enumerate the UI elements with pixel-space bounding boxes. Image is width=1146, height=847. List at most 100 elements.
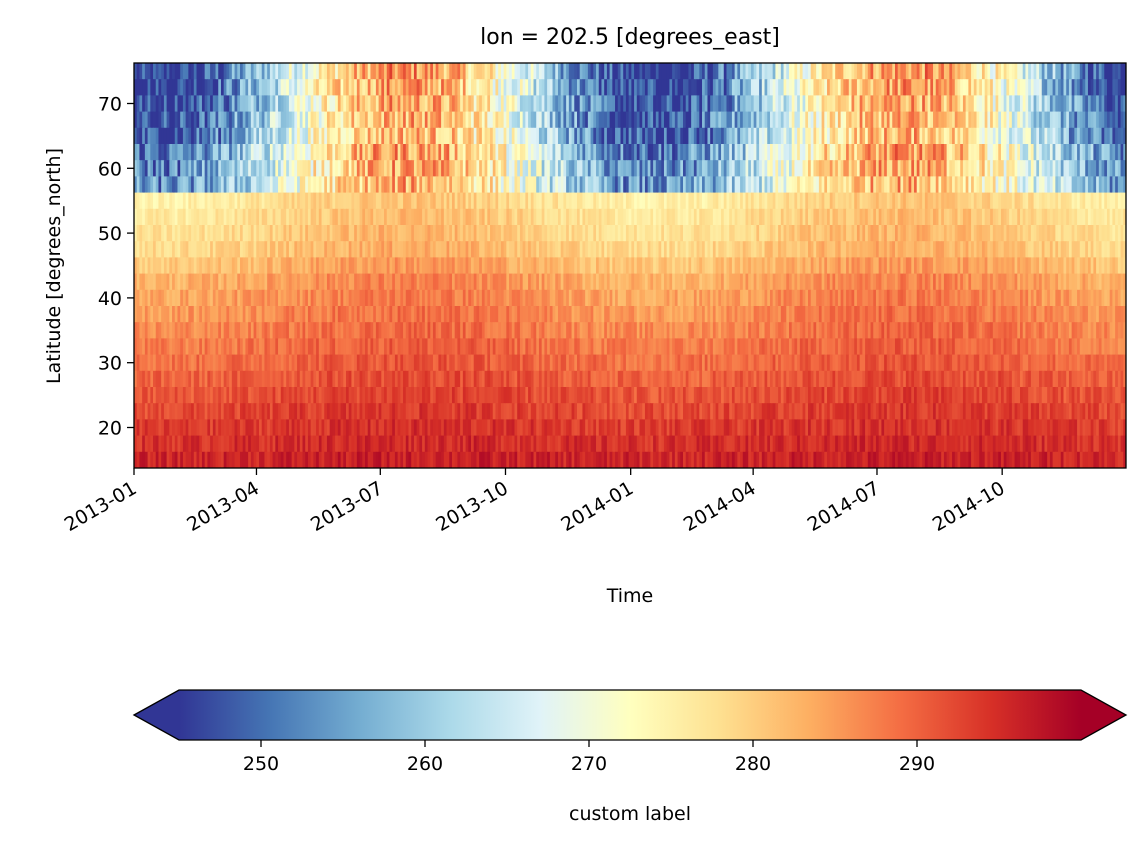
heatmap-cell: [1087, 144, 1092, 161]
heatmap-cell: [207, 144, 211, 161]
heatmap-cell: [1077, 225, 1081, 242]
heatmap-cell: [924, 208, 929, 226]
heatmap-cell: [702, 208, 706, 226]
heatmap-cell: [601, 111, 605, 129]
heatmap-cell: [468, 225, 472, 242]
heatmap-cell: [631, 79, 635, 96]
heatmap-cell: [952, 225, 956, 242]
heatmap-cell: [337, 208, 342, 226]
heatmap-cell: [628, 63, 632, 80]
heatmap-cell: [1044, 111, 1048, 129]
heatmap-cell: [778, 95, 782, 113]
heatmap-cell: [234, 63, 238, 80]
heatmap-cell: [237, 79, 241, 96]
heatmap-cell: [674, 111, 679, 129]
heatmap-cell: [582, 273, 586, 291]
heatmap-cell: [403, 79, 407, 96]
heatmap-cell: [764, 225, 768, 242]
heatmap-cell: [359, 208, 363, 226]
heatmap-cell: [1098, 160, 1103, 177]
heatmap-cell: [509, 79, 513, 96]
heatmap-cell: [454, 225, 459, 242]
heatmap-cell: [476, 160, 480, 177]
heatmap-cell: [954, 225, 959, 242]
heatmap-cell: [144, 95, 149, 113]
heatmap-cell: [783, 144, 787, 161]
heatmap-cell: [210, 144, 214, 161]
heatmap-cell: [536, 208, 540, 226]
heatmap-cell: [960, 111, 964, 129]
heatmap-cell: [313, 273, 317, 291]
heatmap-cell: [663, 111, 668, 129]
heatmap-cell: [1047, 111, 1051, 129]
heatmap-cell: [772, 160, 776, 177]
heatmap-cell: [153, 127, 157, 145]
heatmap-cell: [541, 111, 545, 129]
heatmap-cell: [403, 208, 407, 226]
heatmap-cell: [441, 63, 445, 80]
heatmap-cell: [193, 144, 198, 161]
heatmap-cell: [275, 208, 279, 226]
heatmap-cell: [517, 273, 521, 291]
heatmap-cell: [134, 257, 138, 275]
heatmap-cell: [971, 127, 975, 145]
heatmap-cell: [462, 273, 467, 291]
heatmap-cell: [590, 208, 594, 226]
heatmap-cell: [283, 176, 287, 194]
heatmap-cell: [987, 241, 991, 258]
heatmap-cell: [177, 225, 181, 242]
heatmap-cell: [661, 225, 665, 242]
heatmap-cell: [394, 111, 399, 129]
heatmap-cell: [180, 192, 184, 210]
heatmap-cell: [1117, 79, 1122, 96]
heatmap-cell: [481, 241, 486, 258]
heatmap-cell: [1055, 111, 1059, 129]
heatmap-cell: [1096, 241, 1100, 258]
heatmap-cell: [174, 79, 179, 96]
heatmap-cell: [443, 127, 448, 145]
heatmap-cell: [750, 144, 755, 161]
heatmap-cell: [992, 144, 997, 161]
heatmap-cell: [1117, 127, 1122, 145]
heatmap-cell: [786, 192, 790, 210]
heatmap-cell: [492, 160, 497, 177]
heatmap-cell: [1104, 95, 1108, 113]
heatmap-cell: [653, 79, 657, 96]
heatmap-cell: [946, 63, 950, 80]
heatmap-cell: [1063, 160, 1067, 177]
heatmap-cell: [498, 192, 502, 210]
heatmap-cell: [1047, 79, 1051, 96]
heatmap-cell: [207, 79, 211, 96]
heatmap-cell: [669, 208, 673, 226]
heatmap-cell: [916, 160, 921, 177]
heatmap-cell: [625, 63, 630, 80]
heatmap-cell: [449, 63, 453, 80]
heatmap-cell: [343, 63, 347, 80]
heatmap-cell: [134, 144, 138, 161]
heatmap-cell: [427, 127, 431, 145]
heatmap-cell: [783, 273, 787, 291]
heatmap-cell: [547, 257, 551, 275]
heatmap-cell: [1058, 208, 1062, 226]
heatmap-cell: [1006, 63, 1010, 80]
heatmap-cell: [794, 79, 798, 96]
heatmap-cell: [150, 208, 154, 226]
heatmap-cell: [783, 127, 787, 145]
heatmap-cell: [253, 273, 257, 291]
heatmap-cell: [443, 225, 448, 242]
heatmap-cell: [791, 111, 796, 129]
heatmap-cell: [392, 144, 396, 161]
heatmap-cell: [490, 192, 494, 210]
heatmap-cell: [609, 208, 613, 226]
heatmap-cell: [859, 127, 863, 145]
heatmap-cell: [1112, 63, 1116, 80]
heatmap-cell: [734, 192, 738, 210]
heatmap-cell: [577, 176, 581, 194]
heatmap-cell: [354, 63, 358, 80]
heatmap-cell: [514, 144, 518, 161]
heatmap-cell: [201, 79, 206, 96]
heatmap-cell: [900, 208, 904, 226]
heatmap-cell: [432, 160, 437, 177]
heatmap-cell: [321, 208, 325, 226]
heatmap-cell: [166, 160, 170, 177]
